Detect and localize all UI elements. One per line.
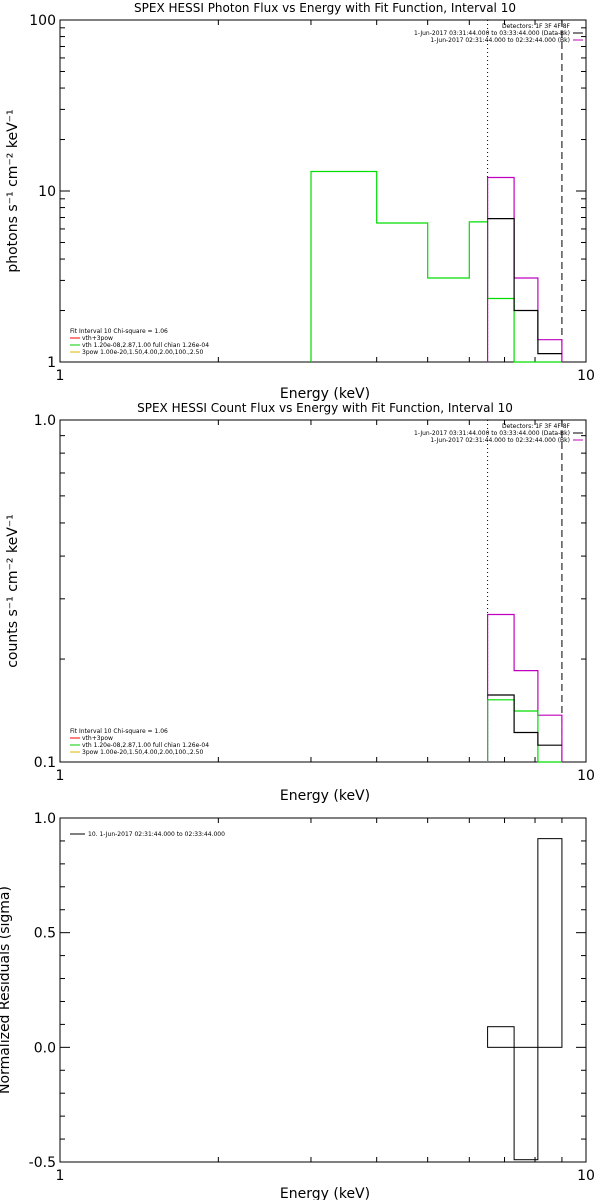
series-vth-line [487, 699, 562, 763]
y-tick-label: 10 [38, 184, 56, 200]
residual-bar [537, 838, 563, 1048]
series-vth-line [310, 170, 562, 363]
legend-bottomleft-text: vth 1.20e-08,2.87,1.00 full chian 1.26e-… [82, 342, 209, 349]
y-tick-label: 0.1 [34, 755, 56, 771]
legend-bottomleft-text: 3pow 1.00e-20,1.50,4.00,2.00,100.,2.50 [82, 349, 203, 356]
legend-bottomleft-text: vth+3pow [82, 735, 113, 742]
legend-topright-text: 1-Jun-2017 02:31:44.000 to 02:32:44.000 … [430, 37, 570, 44]
y-tick-label: 100 [29, 13, 56, 29]
legend-bottomleft-text: 3pow 1.00e-20,1.50,4.00,2.00,100.,2.50 [82, 749, 203, 756]
x-tick-label: 10 [577, 1168, 595, 1184]
y-axis-label: Normalized Residuals (sigma) [0, 886, 13, 1094]
x-axis-label: Energy (keV) [280, 1186, 370, 1200]
plot-frame [59, 419, 587, 763]
count-flux-panel: SPEX HESSI Count Flux vs Energy with Fit… [5, 401, 595, 804]
residual-bar [513, 1046, 539, 1161]
legend-topright-text: Detectors: 1F 3F 4F 8F [502, 423, 571, 430]
chart-title: SPEX HESSI Count Flux vs Energy with Fit… [137, 401, 513, 415]
x-tick-label: 10 [577, 368, 595, 384]
plot-frame [59, 19, 587, 363]
x-axis-label: Energy (keV) [280, 788, 370, 804]
x-tick-label: 1 [56, 368, 65, 384]
y-tick-label: 0.0 [34, 1040, 56, 1056]
x-tick-label: 1 [56, 1168, 65, 1184]
residuals-panel: Energy (keV) Normalized Residuals (sigma… [0, 811, 595, 1200]
x-tick-label: 10 [577, 768, 595, 784]
legend-topright-text: 1-Jun-2017 02:31:44.000 to 02:32:44.000 … [430, 437, 570, 444]
chart-title: SPEX HESSI Photon Flux vs Energy with Fi… [134, 1, 516, 15]
y-tick-label: 0.5 [34, 926, 56, 942]
legend-topright-text: Detectors: 1F 3F 4F 8F [502, 23, 571, 30]
y-axis-label: counts s⁻¹ cm⁻² keV⁻¹ [5, 514, 21, 668]
legend-topright-text: 1-Jun-2017 03:31:44.000 to 03:33:44.000 … [414, 430, 570, 437]
legend-bottomleft-text: vth 1.20e-08,2.87,1.00 full chian 1.26e-… [82, 742, 209, 749]
legend-bottomleft-text: Fit Interval 10 Chi-square = 1.06 [70, 328, 168, 335]
plot-frame [59, 817, 587, 1163]
y-tick-label: 1 [47, 355, 56, 371]
y-tick-label: 1.0 [34, 413, 56, 429]
legend-topright-text: 1-Jun-2017 03:31:44.000 to 03:33:44.000 … [414, 30, 570, 37]
series-data-bk-line [487, 218, 562, 355]
series-data-bk-line [487, 694, 562, 746]
x-tick-label: 1 [56, 768, 65, 784]
x-axis-label: Energy (keV) [280, 386, 370, 402]
residual-bar [487, 1026, 515, 1048]
y-tick-label: -0.5 [29, 1155, 56, 1171]
series-bk-line [487, 176, 563, 362]
legend-bottomleft-text: vth+3pow [82, 335, 113, 342]
y-tick-label: 1.0 [34, 811, 56, 827]
legend-bottomleft-text: Fit Interval 10 Chi-square = 1.06 [70, 728, 168, 735]
y-axis-label: photons s⁻¹ cm⁻² keV⁻¹ [5, 109, 21, 272]
photon-flux-panel: SPEX HESSI Photon Flux vs Energy with Fi… [5, 1, 595, 402]
series-bk-line [487, 613, 563, 762]
legend-topleft-text: 10. 1-Jun-2017 02:31:44.000 to 02:33:44.… [88, 831, 225, 838]
